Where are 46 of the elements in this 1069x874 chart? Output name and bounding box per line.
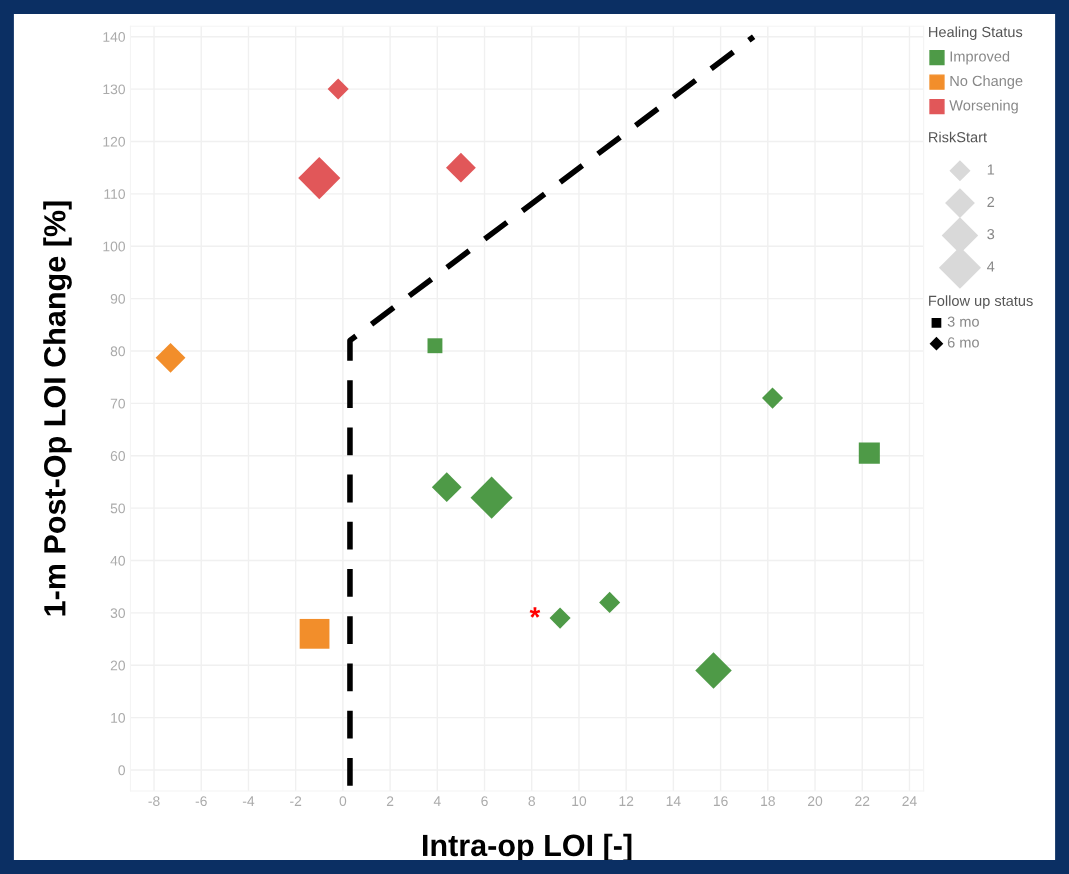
y-tick-label: 120: [103, 136, 126, 147]
y-tick-label: 0: [118, 765, 126, 776]
x-tick-label: 10: [572, 796, 587, 807]
x-tick-label: 2: [386, 796, 394, 806]
legend-label: No Change: [950, 75, 1023, 89]
x-tick-label: 24: [902, 796, 917, 806]
x-tick-label: 0: [339, 796, 347, 807]
x-tick-label: 6: [481, 796, 488, 807]
x-tick-label: 4: [433, 796, 441, 806]
x-tick-label: 16: [713, 796, 728, 807]
x-tick-label: 18: [761, 796, 775, 807]
y-tick-label: 90: [110, 293, 126, 304]
y-tick-label: 110: [104, 189, 126, 200]
y-tick-label: 10: [111, 712, 126, 723]
legend-label: Worsening: [949, 99, 1018, 114]
text: 3 mo: [947, 316, 979, 327]
x-tick-label: 22: [855, 796, 870, 806]
y-tick-label: 60: [110, 451, 126, 461]
y-tick-label: 50: [110, 503, 126, 514]
y-tick-label: 130: [103, 84, 126, 95]
x-tick-label: 20: [808, 796, 823, 807]
text: 6 mo: [947, 337, 979, 348]
x-tick-label: -4: [242, 796, 255, 806]
legend-label: 4: [987, 261, 995, 272]
y-tick-label: 40: [110, 555, 126, 566]
legend-label: 1: [987, 164, 995, 175]
legend-label: 3: [987, 229, 995, 240]
y-tick-label: 70: [110, 398, 126, 409]
y-tick-label: 100: [103, 241, 126, 252]
x-tick-label: 8: [528, 796, 535, 807]
y-tick-label: 80: [110, 346, 126, 357]
text: RiskStart: [929, 131, 987, 143]
legend-label: Improved: [950, 50, 1010, 65]
x-tick-label: -6: [195, 796, 207, 807]
x-tick-label: 14: [666, 796, 681, 806]
text: Healing Status: [929, 26, 1023, 41]
y-axis-title: 1-m Post-Op LOI Change [%]: [43, 201, 72, 616]
y-tick-label: 30: [110, 608, 126, 619]
y-tick-label: 20: [110, 660, 126, 671]
x-tick-label: -2: [290, 796, 302, 806]
annotation: *: [529, 607, 541, 618]
x-tick-label: -8: [148, 796, 160, 807]
legend-label: 2: [987, 196, 995, 207]
x-tick-label: 12: [619, 796, 634, 806]
y-tick-label: 140: [103, 32, 126, 42]
text: Follow up status: [929, 295, 1033, 309]
